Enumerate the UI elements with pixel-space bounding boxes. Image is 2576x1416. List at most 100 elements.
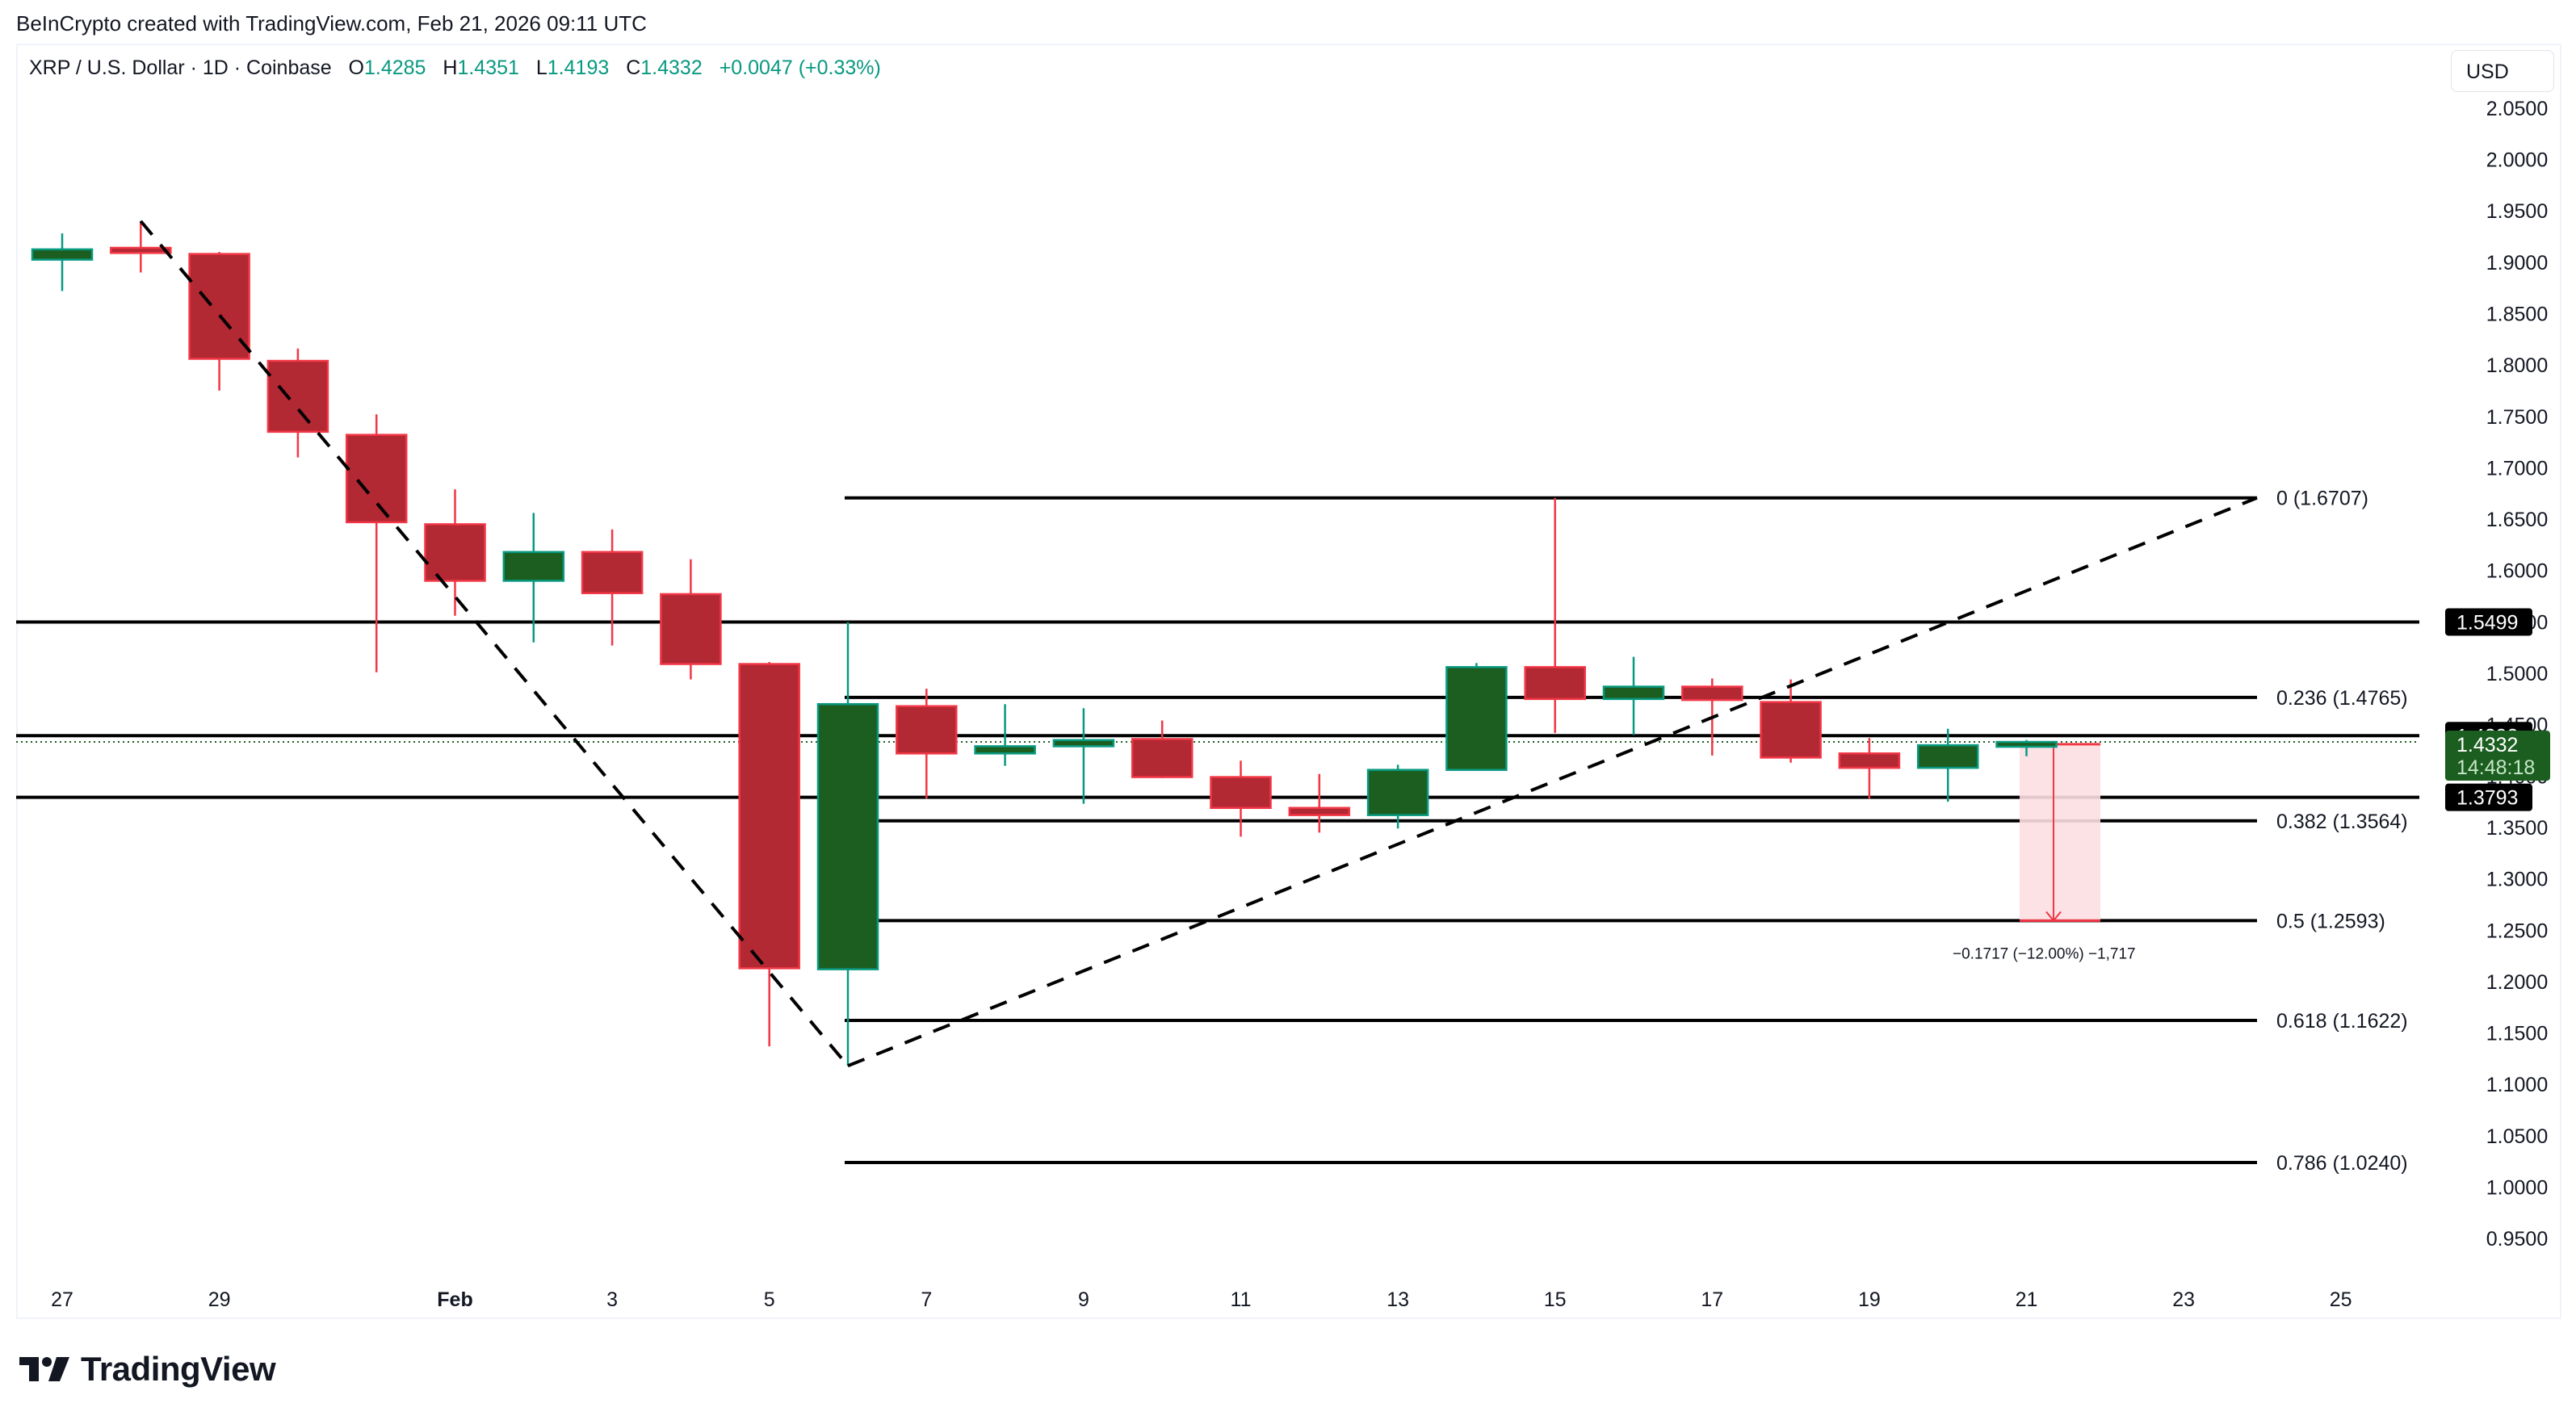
x-axis-tick-label: 5 <box>764 1288 775 1311</box>
currency-button[interactable]: USD <box>2451 50 2554 92</box>
x-axis-tick-label: 17 <box>1701 1288 1723 1311</box>
low-label: L <box>535 57 548 79</box>
y-axis-tick-label: 1.3000 <box>2486 869 2548 891</box>
candle-down[interactable] <box>110 220 172 273</box>
symbol-legend: XRP / U.S. Dollar · 1D · Coinbase O1.428… <box>29 57 892 80</box>
candle-up[interactable] <box>1916 728 1979 802</box>
y-axis-tick-label: 1.3500 <box>2486 817 2548 840</box>
fib-level-label: 0.382 (1.3564) <box>2276 811 2408 833</box>
x-axis-tick-label: 25 <box>2330 1288 2352 1311</box>
candle-body <box>1445 666 1508 771</box>
candle-up[interactable] <box>502 513 565 643</box>
x-axis-tick-label: 15 <box>1544 1288 1567 1311</box>
candle-body <box>1366 769 1429 816</box>
fib-level-label: 0.786 (1.0240) <box>2276 1152 2408 1175</box>
candle-body <box>1288 806 1351 816</box>
candle-body <box>1760 701 1822 759</box>
arrow-down-icon <box>2045 911 2062 922</box>
candle-down[interactable] <box>660 559 722 680</box>
high-label: H <box>443 57 458 79</box>
high-value: 1.4351 <box>457 57 519 79</box>
candle-body <box>345 434 408 524</box>
y-axis-tick-label: 1.9500 <box>2486 200 2548 223</box>
candle-body <box>1210 776 1272 810</box>
x-axis-tick-label: 3 <box>606 1288 618 1311</box>
candle-body <box>31 248 94 261</box>
fib-level-label: 0 (1.6707) <box>2276 488 2368 510</box>
y-axis-tick-label: 1.9000 <box>2486 252 2548 274</box>
candle-body <box>1602 685 1665 701</box>
y-axis-tick-label: 1.6500 <box>2486 509 2548 531</box>
low-value: 1.4193 <box>547 57 610 79</box>
x-axis-tick-label: 19 <box>1858 1288 1881 1311</box>
candle-down[interactable] <box>1760 679 1822 763</box>
candle-down[interactable] <box>1838 738 1901 799</box>
x-axis-tick-label: Feb <box>437 1288 472 1311</box>
y-axis-tick-label: 2.0500 <box>2486 98 2548 120</box>
y-axis-tick-label: 1.7500 <box>2486 406 2548 429</box>
trend-line-dashed[interactable] <box>847 496 2258 1068</box>
trend-line-dashed[interactable] <box>139 220 850 1067</box>
candle-body <box>188 253 250 360</box>
candle-down[interactable] <box>1210 760 1272 837</box>
current-price-tag: 1.4332 <box>2456 734 2518 756</box>
candle-up[interactable] <box>1366 765 1429 829</box>
candle-up[interactable] <box>1052 708 1115 804</box>
y-axis-tick-label: 1.8000 <box>2486 354 2548 377</box>
y-axis-tick-label: 1.0000 <box>2486 1177 2548 1200</box>
level-price-tag-bg <box>2445 608 2532 636</box>
y-axis-tick-label: 1.2000 <box>2486 971 2548 994</box>
candle-down[interactable] <box>581 529 644 646</box>
y-axis-tick-label: 1.0500 <box>2486 1125 2548 1148</box>
candle-body <box>1131 738 1194 778</box>
tradingview-logo: TradingView <box>19 1350 276 1389</box>
x-axis-tick-label: 29 <box>208 1288 231 1311</box>
level-price-tag-bg <box>2445 783 2532 811</box>
candle-down[interactable] <box>188 252 250 391</box>
candle-up[interactable] <box>816 622 879 1066</box>
fib-level-label: 0.236 (1.4765) <box>2276 687 2408 710</box>
x-axis-tick-label: 27 <box>51 1288 73 1311</box>
y-axis-tick-label: 1.7000 <box>2486 457 2548 480</box>
fib-level-label: 0.618 (1.1622) <box>2276 1010 2408 1033</box>
candle-body <box>502 551 565 582</box>
open-label: O <box>348 57 364 79</box>
candle-down[interactable] <box>266 348 329 458</box>
candle-down[interactable] <box>1131 720 1194 778</box>
candle-up[interactable] <box>1602 656 1665 735</box>
close-label: C <box>626 57 641 79</box>
tradingview-logo-icon <box>19 1357 69 1381</box>
candle-down[interactable] <box>1524 497 1586 733</box>
candle-body <box>738 663 800 970</box>
candle-body <box>1524 666 1586 701</box>
candle-down[interactable] <box>345 414 408 672</box>
candle-body <box>1052 739 1115 748</box>
candle-body <box>424 523 486 582</box>
candle-down[interactable] <box>424 489 486 616</box>
candle-down[interactable] <box>738 661 800 1047</box>
candle-up[interactable] <box>1995 739 2058 756</box>
measurement-label: −0.1717 (−12.00%) −1,717 <box>1953 945 2136 962</box>
y-axis-tick-label: 1.8500 <box>2486 303 2548 325</box>
x-axis-tick-label: 21 <box>2016 1288 2038 1311</box>
level-price-tag: 1.5499 <box>2456 611 2518 634</box>
candle-down[interactable] <box>896 689 958 799</box>
y-axis-tick-label: 1.1500 <box>2486 1023 2548 1045</box>
candle-body <box>266 359 329 434</box>
open-value: 1.4285 <box>363 57 426 79</box>
level-price-tag: 1.3793 <box>2456 787 2518 810</box>
candle-up[interactable] <box>31 233 94 291</box>
countdown-label: 14:48:18 <box>2456 756 2535 779</box>
x-axis-tick-label: 23 <box>2172 1288 2195 1311</box>
measurement-area[interactable] <box>2020 744 2100 921</box>
fib-level-label: 0.5 (1.2593) <box>2276 910 2385 932</box>
candle-up[interactable] <box>1445 663 1508 771</box>
candle-body <box>660 593 722 665</box>
candle-body <box>1681 685 1743 702</box>
x-axis-tick-label: 13 <box>1387 1288 1409 1311</box>
candle-down[interactable] <box>1288 773 1351 833</box>
symbol-title: XRP / U.S. Dollar · 1D · Coinbase <box>29 57 332 79</box>
candle-up[interactable] <box>974 704 1036 766</box>
x-axis-tick-label: 7 <box>921 1288 932 1311</box>
